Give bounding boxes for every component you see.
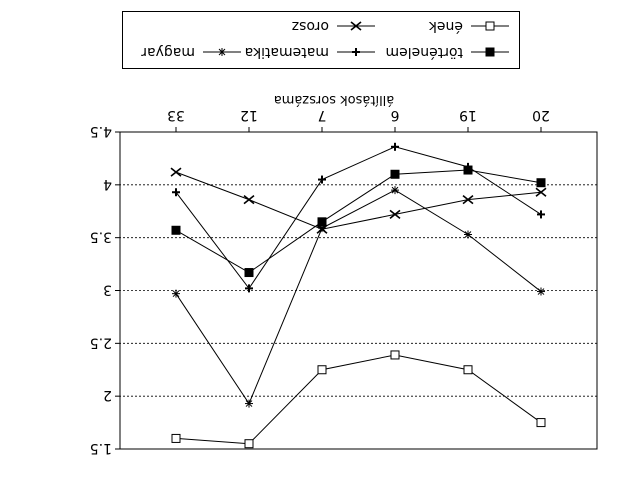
legend-swatch [471, 47, 509, 57]
y-tick-label: 2.5 [90, 334, 112, 350]
series-line-4 [175, 146, 542, 290]
data-point [390, 350, 400, 360]
y-tick-label: 4 [103, 176, 112, 192]
y-tick-label: 2 [103, 387, 112, 403]
legend-label: magyar [141, 44, 195, 60]
data-point [390, 169, 400, 179]
data-point [391, 142, 399, 151]
y-tick-label: 1.5 [90, 440, 112, 456]
legend-swatch [471, 21, 509, 31]
data-point [318, 175, 326, 184]
data-point [389, 209, 401, 220]
y-tick-label: 4.5 [90, 123, 112, 139]
x-tick-label: 6 [390, 107, 399, 123]
series-line-1 [175, 354, 542, 445]
data-point [245, 399, 253, 408]
data-point [171, 433, 181, 443]
x-tick-label: 19 [459, 107, 477, 123]
y-tick-label: 3.5 [90, 229, 112, 245]
legend-swatch [203, 48, 241, 56]
x-axis-title: állítások sorszáma [274, 92, 395, 107]
data-point [172, 188, 180, 197]
legend-marker [485, 47, 495, 57]
series-line-3 [175, 169, 542, 274]
series-line-5 [175, 189, 542, 405]
data-point [170, 167, 182, 177]
data-point [171, 225, 181, 235]
data-point [535, 187, 547, 197]
data-point [243, 195, 255, 205]
data-point [464, 162, 472, 171]
legend-marker [352, 48, 360, 56]
data-point [537, 210, 545, 219]
legend-label: ének [428, 18, 463, 34]
series-line-2 [175, 171, 542, 230]
data-point [464, 230, 472, 239]
legend-marker [218, 48, 226, 56]
x-tick-label: 33 [167, 107, 185, 123]
data-point [172, 289, 180, 298]
legend-label: orosz [291, 18, 329, 34]
data-point [463, 365, 473, 375]
x-tick-label: 20 [532, 107, 550, 123]
legend-label: matematika [244, 44, 329, 60]
x-tick-label: 7 [318, 107, 327, 123]
data-point [244, 439, 254, 449]
data-point [462, 195, 474, 205]
data-point [536, 178, 546, 188]
legend-swatch [337, 21, 375, 31]
data-point [391, 186, 399, 195]
legend-label: történelem [385, 44, 463, 60]
x-tick-label: 12 [240, 107, 258, 123]
data-point [537, 287, 545, 296]
data-point [536, 418, 546, 428]
y-tick-label: 3 [103, 282, 112, 298]
data-point [318, 224, 326, 233]
legend: történelem matematika magyar ének orosz [122, 11, 520, 69]
data-point [317, 365, 327, 375]
legend-marker [350, 21, 362, 31]
data-point [244, 268, 254, 278]
legend-marker [485, 21, 495, 31]
data-point [245, 284, 253, 293]
legend-swatch [337, 48, 375, 56]
